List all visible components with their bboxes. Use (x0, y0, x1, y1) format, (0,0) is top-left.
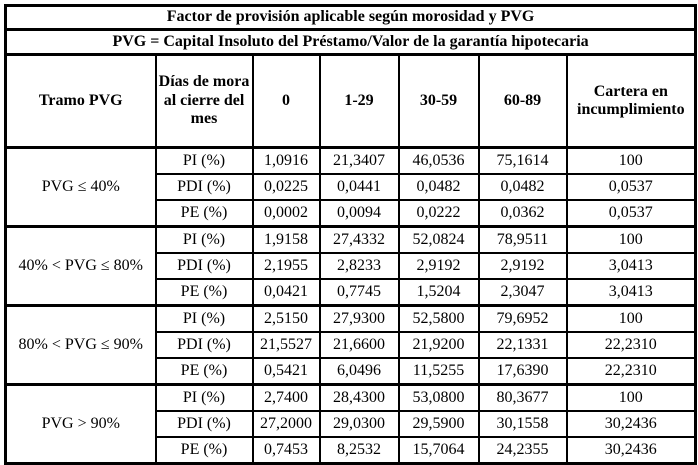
table-row: PDI (%) 21,5527 21,6600 21,9200 22,1331 … (6, 331, 697, 359)
value-cell: 21,9200 (397, 331, 480, 359)
value-cell: 2,3047 (477, 278, 568, 307)
column-header-dias-mora: Días de mora al cierre del mes (154, 53, 254, 149)
value-cell: 0,0537 (565, 173, 697, 201)
row-label: PDI (%) (154, 173, 254, 201)
value-cell: 27,9300 (318, 304, 400, 333)
value-cell: 0,0094 (318, 199, 400, 228)
value-cell: 100 (565, 146, 697, 175)
row-label: PE (%) (154, 278, 254, 307)
value-cell: 0,0225 (251, 173, 321, 201)
value-cell: 30,2436 (565, 410, 697, 438)
value-cell: 100 (565, 225, 697, 254)
value-cell: 22,1331 (477, 331, 568, 359)
row-label: PI (%) (154, 304, 254, 333)
value-cell: 0,0421 (251, 278, 321, 307)
table-row: PVG = Capital Insoluto del Préstamo/Valo… (4, 28, 697, 56)
row-label: PDI (%) (154, 252, 254, 280)
value-cell: 8,2532 (318, 436, 400, 465)
value-cell: 30,2436 (565, 436, 697, 465)
value-cell: 46,0536 (397, 146, 480, 175)
table-row: 80% < PVG ≤ 90% PI (%) 2,5150 27,9300 52… (4, 304, 697, 386)
value-cell: 75,1614 (477, 146, 568, 175)
tramo-cell-pvg-le-40: PVG ≤ 40% (4, 146, 157, 228)
table-row: Factor de provisión aplicable según moro… (4, 4, 697, 31)
column-header-bucket-30-59: 30-59 (397, 53, 480, 149)
value-cell: 79,6952 (477, 304, 568, 333)
value-cell: 0,7745 (318, 278, 400, 307)
row-label: PDI (%) (154, 331, 254, 359)
value-cell: 30,1558 (477, 410, 568, 438)
table-row: PDI (%) 0,0225 0,0441 0,0482 0,0482 0,05… (6, 173, 697, 201)
value-cell: 2,8233 (318, 252, 400, 280)
value-cell: 78,9511 (477, 225, 568, 254)
column-header-bucket-1-29: 1-29 (318, 53, 400, 149)
value-cell: 28,4300 (318, 383, 400, 412)
table-row: PE (%) 0,0002 0,0094 0,0222 0,0362 0,053… (6, 199, 697, 228)
value-cell: 29,5900 (397, 410, 480, 438)
value-cell: 52,0824 (397, 225, 480, 254)
row-label: PE (%) (154, 199, 254, 228)
value-cell: 11,5255 (397, 357, 480, 386)
value-cell: 53,0800 (397, 383, 480, 412)
value-cell: 22,2310 (565, 331, 697, 359)
value-cell: 0,0441 (318, 173, 400, 201)
value-cell: 6,0496 (318, 357, 400, 386)
value-cell: 1,5204 (397, 278, 480, 307)
table-title: Factor de provisión aplicable según moro… (4, 4, 697, 31)
tramo-cell-40-80: 40% < PVG ≤ 80% (4, 225, 157, 307)
value-cell: 100 (565, 304, 697, 333)
value-cell: 24,2355 (477, 436, 568, 465)
value-cell: 21,5527 (251, 331, 321, 359)
value-cell: 100 (565, 383, 697, 412)
value-cell: 2,5150 (251, 304, 321, 333)
table-row: PVG ≤ 40% PI (%) 1,0916 21,3407 46,0536 … (4, 146, 697, 228)
value-cell: 17,6390 (477, 357, 568, 386)
value-cell: 0,7453 (251, 436, 321, 465)
document-page: Factor de provisión aplicable según moro… (4, 4, 698, 465)
table-row: Tramo PVG Días de mora al cierre del mes… (4, 53, 697, 149)
value-cell: 3,0413 (565, 278, 697, 307)
value-cell: 80,3677 (477, 383, 568, 412)
value-cell: 2,1955 (251, 252, 321, 280)
value-cell: 1,9158 (251, 225, 321, 254)
table-row: PDI (%) 2,1955 2,8233 2,9192 2,9192 3,04… (6, 252, 697, 280)
value-cell: 21,3407 (318, 146, 400, 175)
table-row: PE (%) 0,0421 0,7745 1,5204 2,3047 3,041… (6, 278, 697, 307)
row-label: PE (%) (154, 436, 254, 465)
value-cell: 52,5800 (397, 304, 480, 333)
value-cell: 22,2310 (565, 357, 697, 386)
table-row: PVG > 90% PI (%) 2,7400 28,4300 53,0800 … (4, 383, 697, 465)
row-label: PDI (%) (154, 410, 254, 438)
value-cell: 0,0482 (397, 173, 480, 201)
tramo-cell-pvg-gt-90: PVG > 90% (4, 383, 157, 465)
value-cell: 15,7064 (397, 436, 480, 465)
value-cell: 2,7400 (251, 383, 321, 412)
value-cell: 2,9192 (397, 252, 480, 280)
value-cell: 3,0413 (565, 252, 697, 280)
row-label: PE (%) (154, 357, 254, 386)
tramo-cell-80-90: 80% < PVG ≤ 90% (4, 304, 157, 386)
value-cell: 0,0482 (477, 173, 568, 201)
row-label: PI (%) (154, 146, 254, 175)
row-label: PI (%) (154, 383, 254, 412)
column-header-bucket-0: 0 (251, 53, 321, 149)
value-cell: 29,0300 (318, 410, 400, 438)
table-row: 40% < PVG ≤ 80% PI (%) 1,9158 27,4332 52… (4, 225, 697, 307)
value-cell: 21,6600 (318, 331, 400, 359)
value-cell: 27,2000 (251, 410, 321, 438)
value-cell: 0,0537 (565, 199, 697, 228)
row-label: PI (%) (154, 225, 254, 254)
table-subtitle: PVG = Capital Insoluto del Préstamo/Valo… (4, 28, 697, 56)
value-cell: 1,0916 (251, 146, 321, 175)
column-header-tramo-pvg: Tramo PVG (4, 53, 157, 149)
value-cell: 0,0222 (397, 199, 480, 228)
value-cell: 27,4332 (318, 225, 400, 254)
provision-factor-table: Factor de provisión aplicable según moro… (4, 4, 698, 465)
value-cell: 0,0362 (477, 199, 568, 228)
column-header-bucket-60-89: 60-89 (477, 53, 568, 149)
value-cell: 0,5421 (251, 357, 321, 386)
column-header-cartera-incumplimiento: Cartera en incumplimiento (565, 53, 697, 149)
value-cell: 0,0002 (251, 199, 321, 228)
value-cell: 2,9192 (477, 252, 568, 280)
